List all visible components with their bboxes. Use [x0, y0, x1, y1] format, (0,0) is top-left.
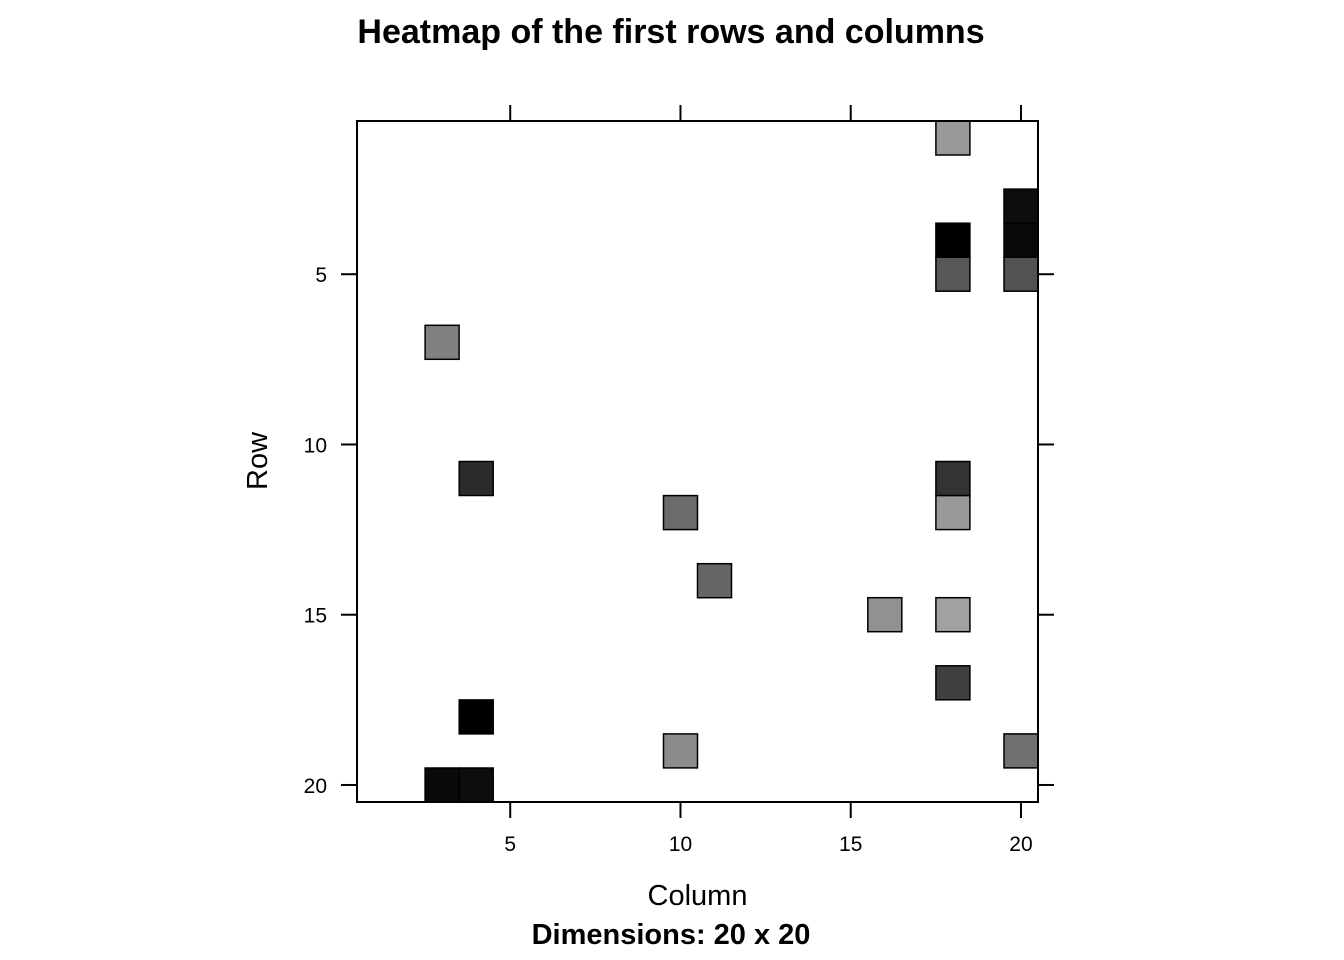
heatmap-cell-r18-c4 — [458, 699, 494, 735]
y-tick-label-10: 10 — [304, 434, 327, 457]
chart-subtitle: Dimensions: 20 x 20 — [532, 919, 811, 951]
heatmap-cell-r1-c18 — [935, 120, 971, 156]
y-tick-label-15: 15 — [304, 605, 327, 628]
y-axis: 5 10 15 20 — [304, 264, 1054, 798]
heatmap-cell-r19-c10 — [662, 733, 699, 769]
heatmap-cell-r4-c18 — [935, 222, 971, 258]
heatmap-cell-r5-c20 — [1003, 256, 1039, 292]
heatmap-cell-r11-c4 — [458, 460, 494, 497]
heatmap-cell-r12-c10 — [662, 494, 699, 531]
heatmap-cell-r17-c18 — [935, 665, 971, 701]
heatmap-cells — [424, 120, 1039, 803]
x-tick-label-20: 20 — [1009, 833, 1032, 856]
heatmap-cell-r11-c18 — [935, 460, 971, 497]
heatmap-cell-r12-c18 — [935, 494, 971, 531]
x-tick-label-10: 10 — [669, 833, 692, 856]
x-tick-label-15: 15 — [839, 833, 862, 856]
heatmap-cell-r15-c16 — [867, 596, 903, 633]
heatmap-cell-r15-c18 — [935, 596, 971, 633]
chart-title: Heatmap of the first rows and columns — [357, 13, 984, 51]
heatmap-cell-r14-c11 — [696, 562, 733, 599]
x-axis: 5 10 15 20 — [504, 105, 1033, 856]
y-tick-label-20: 20 — [304, 775, 327, 798]
y-axis-title: Row — [242, 431, 274, 490]
heatmap-cell-r20-c4 — [458, 767, 494, 803]
x-tick-label-5: 5 — [504, 833, 516, 856]
y-tick-label-5: 5 — [315, 264, 327, 287]
heatmap-cell-r5-c18 — [935, 256, 971, 292]
heatmap-cell-r20-c3 — [424, 767, 460, 803]
heatmap-cell-r19-c20 — [1003, 733, 1039, 769]
heatmap-cell-r4-c20 — [1003, 222, 1039, 258]
heatmap-cell-r7-c3 — [424, 324, 460, 361]
heatmap-cell-r3-c20 — [1003, 188, 1039, 224]
x-axis-title: Column — [648, 880, 748, 912]
plot-frame — [356, 120, 1039, 803]
